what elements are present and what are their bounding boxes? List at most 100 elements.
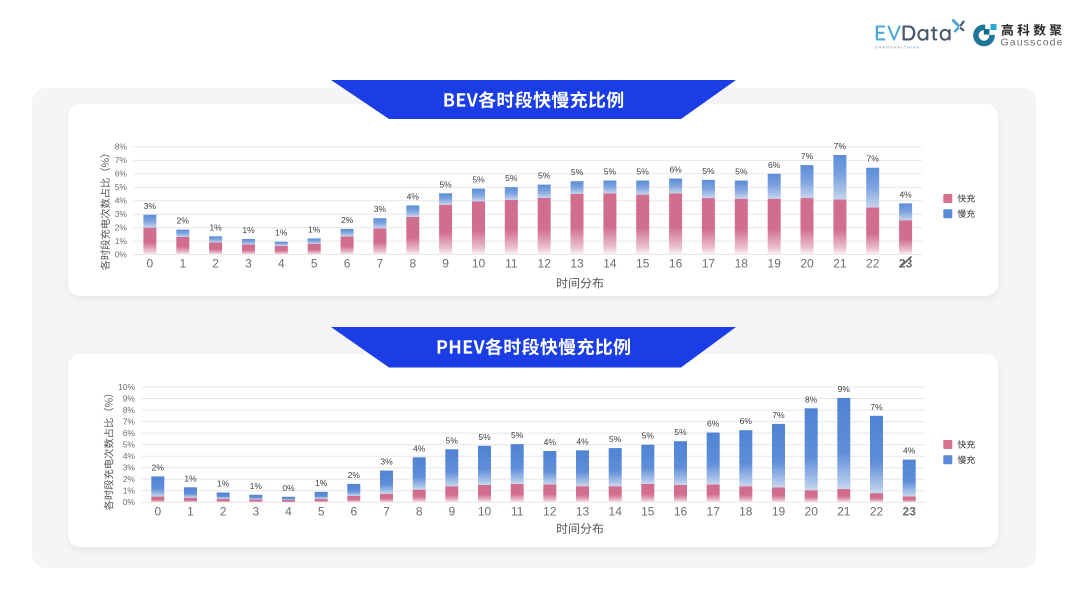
svg-text:1: 1: [179, 257, 186, 271]
svg-text:1%: 1%: [308, 224, 321, 234]
svg-text:1%: 1%: [115, 236, 128, 246]
svg-text:18: 18: [735, 257, 749, 271]
svg-text:21: 21: [837, 505, 851, 519]
svg-text:6: 6: [344, 257, 351, 271]
svg-text:20: 20: [805, 505, 819, 519]
svg-text:0%: 0%: [282, 483, 295, 493]
svg-text:5: 5: [311, 257, 318, 271]
svg-text:6%: 6%: [707, 419, 720, 429]
svg-text:5%: 5%: [538, 171, 551, 181]
svg-text:4%: 4%: [903, 446, 916, 456]
svg-text:8%: 8%: [115, 142, 128, 152]
svg-text:18: 18: [739, 505, 753, 519]
svg-text:23: 23: [899, 257, 913, 271]
svg-text:7: 7: [377, 257, 384, 271]
svg-text:0%: 0%: [115, 249, 128, 259]
svg-text:2%: 2%: [152, 462, 165, 472]
svg-text:7%: 7%: [867, 154, 880, 164]
svg-text:4%: 4%: [544, 437, 557, 447]
svg-text:6%: 6%: [740, 416, 753, 426]
svg-text:3: 3: [245, 257, 252, 271]
svg-text:5%: 5%: [439, 179, 452, 189]
svg-text:12: 12: [543, 505, 557, 519]
svg-text:15: 15: [636, 257, 650, 271]
svg-text:5%: 5%: [571, 167, 584, 177]
svg-text:8%: 8%: [805, 394, 818, 404]
svg-text:7%: 7%: [772, 410, 785, 420]
svg-text:4%: 4%: [899, 189, 912, 199]
svg-text:9%: 9%: [838, 384, 851, 394]
svg-text:12: 12: [538, 257, 552, 271]
svg-text:4%: 4%: [123, 451, 136, 461]
svg-text:5: 5: [318, 505, 325, 519]
svg-text:5%: 5%: [735, 167, 748, 177]
svg-text:2%: 2%: [123, 474, 136, 484]
svg-text:20: 20: [800, 257, 814, 271]
svg-text:10: 10: [472, 257, 486, 271]
svg-text:7%: 7%: [870, 402, 883, 412]
svg-text:3%: 3%: [374, 204, 387, 214]
svg-text:8: 8: [416, 505, 423, 519]
svg-text:14: 14: [603, 257, 617, 271]
svg-text:5%: 5%: [604, 167, 617, 177]
svg-text:0: 0: [147, 257, 154, 271]
svg-text:6: 6: [350, 505, 357, 519]
svg-text:5%: 5%: [642, 431, 655, 441]
svg-text:5%: 5%: [511, 430, 524, 440]
svg-text:4%: 4%: [413, 443, 426, 453]
svg-text:4%: 4%: [576, 436, 589, 446]
svg-text:1%: 1%: [217, 479, 230, 489]
svg-text:6%: 6%: [123, 428, 136, 438]
svg-text:9: 9: [448, 505, 455, 519]
svg-text:21: 21: [833, 257, 847, 271]
svg-text:11: 11: [505, 257, 518, 271]
svg-text:7%: 7%: [115, 155, 128, 165]
svg-text:3%: 3%: [380, 457, 393, 467]
svg-text:SHANGHAI: SHANGHAI: [875, 45, 903, 49]
svg-text:9: 9: [442, 257, 449, 271]
svg-text:1%: 1%: [275, 228, 288, 238]
svg-text:4%: 4%: [407, 191, 420, 201]
svg-text:19: 19: [768, 257, 782, 271]
svg-text:22: 22: [866, 257, 880, 271]
svg-text:5%: 5%: [115, 182, 128, 192]
svg-text:23: 23: [903, 505, 917, 519]
svg-text:5%: 5%: [609, 434, 622, 444]
svg-text:7%: 7%: [834, 141, 847, 151]
svg-text:8: 8: [409, 257, 416, 271]
svg-text:2%: 2%: [348, 470, 361, 480]
svg-text:2: 2: [220, 505, 227, 519]
svg-text:5%: 5%: [446, 435, 459, 445]
svg-text:3%: 3%: [123, 463, 136, 473]
svg-text:3%: 3%: [144, 201, 157, 211]
svg-text:1%: 1%: [250, 481, 263, 491]
svg-text:6%: 6%: [768, 160, 781, 170]
svg-text:2: 2: [212, 257, 219, 271]
svg-text:2%: 2%: [177, 216, 190, 226]
svg-text:8%: 8%: [123, 405, 136, 415]
svg-text:2%: 2%: [341, 215, 354, 225]
svg-text:4: 4: [285, 505, 292, 519]
svg-text:16: 16: [669, 257, 683, 271]
svg-text:4: 4: [278, 257, 285, 271]
svg-text:13: 13: [570, 257, 584, 271]
svg-text:1%: 1%: [315, 478, 328, 488]
svg-text:1%: 1%: [242, 225, 255, 235]
svg-text:1%: 1%: [184, 473, 197, 483]
svg-text:5%: 5%: [674, 427, 687, 437]
svg-text:10%: 10%: [118, 382, 135, 392]
svg-text:7: 7: [383, 505, 390, 519]
svg-text:Gausscode: Gausscode: [1001, 37, 1064, 49]
svg-text:10: 10: [478, 505, 492, 519]
svg-text:6%: 6%: [669, 165, 682, 175]
svg-text:22: 22: [870, 505, 884, 519]
svg-text:3%: 3%: [115, 209, 128, 219]
svg-text:5%: 5%: [123, 440, 136, 450]
svg-text:16: 16: [674, 505, 688, 519]
svg-text:7%: 7%: [123, 416, 136, 426]
svg-text:11: 11: [511, 505, 524, 519]
svg-text:1: 1: [187, 505, 194, 519]
svg-text:7%: 7%: [801, 151, 814, 161]
svg-text:13: 13: [576, 505, 590, 519]
svg-text:17: 17: [702, 257, 716, 271]
